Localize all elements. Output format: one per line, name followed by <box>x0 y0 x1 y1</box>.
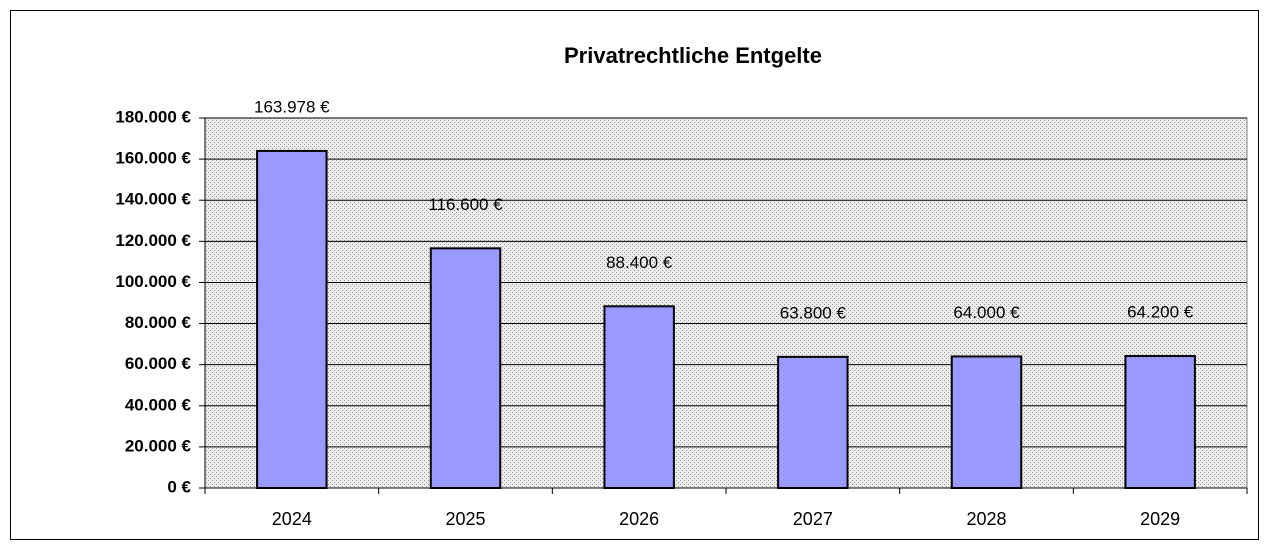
data-label: 88.400 € <box>606 253 673 272</box>
y-tick-label: 60.000 € <box>125 354 192 373</box>
bar <box>1124 355 1196 489</box>
y-tick-label: 20.000 € <box>125 436 192 455</box>
bar <box>950 355 1023 490</box>
data-label: 64.200 € <box>1127 303 1194 322</box>
x-tick-label: 2028 <box>966 509 1006 529</box>
x-tick-label: 2024 <box>272 509 312 529</box>
x-tick-label: 2026 <box>619 509 659 529</box>
bar <box>429 247 502 489</box>
y-tick-label: 160.000 € <box>115 149 191 168</box>
data-label: 64.000 € <box>953 303 1020 322</box>
bar <box>603 305 675 489</box>
bar <box>777 355 849 489</box>
x-tick-label: 2027 <box>793 509 833 529</box>
y-tick-label: 180.000 € <box>115 107 191 126</box>
y-tick-label: 80.000 € <box>125 313 192 332</box>
y-tick-label: 120.000 € <box>115 231 191 250</box>
chart-title: Privatrechtliche Entgelte <box>564 43 822 68</box>
bar <box>256 149 328 489</box>
y-tick-label: 100.000 € <box>115 272 191 291</box>
data-label: 63.800 € <box>780 303 847 322</box>
data-label: 116.600 € <box>428 195 503 214</box>
data-label: 163.978 € <box>254 97 330 116</box>
y-tick-label: 0 € <box>167 477 191 496</box>
plot-area <box>204 117 1248 489</box>
y-tick-label: 40.000 € <box>125 395 192 414</box>
y-tick-label: 140.000 € <box>115 190 191 209</box>
x-tick-label: 2025 <box>445 509 485 529</box>
x-tick-label: 2029 <box>1140 509 1180 529</box>
